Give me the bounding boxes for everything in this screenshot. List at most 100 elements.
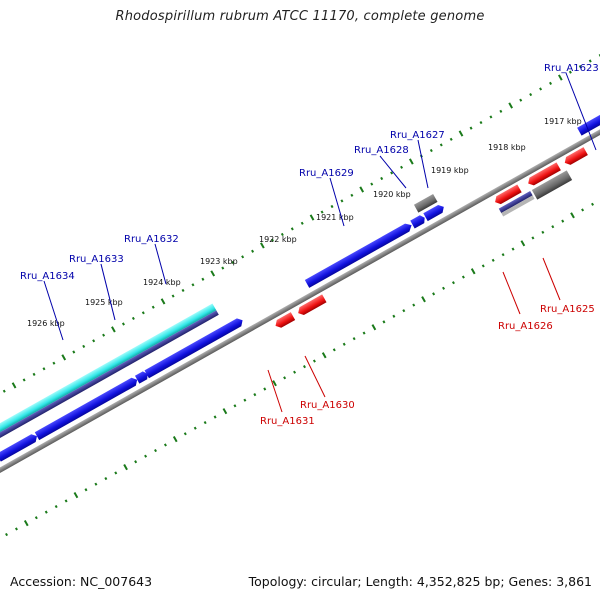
gene-arrow-rru-a1628[interactable]	[423, 203, 446, 222]
tick-mark	[557, 74, 563, 81]
tick-label-1926: 1926 kbp	[27, 319, 65, 328]
tick-mark	[23, 520, 29, 527]
tick-mark	[61, 354, 67, 361]
tick-mark	[163, 443, 167, 447]
tick-mark	[470, 268, 476, 275]
gene-feature-bar-gray[interactable]	[501, 195, 535, 217]
tick-mark	[321, 352, 327, 359]
tick-mark	[541, 230, 545, 234]
tick-label-1921: 1921 kbp	[316, 213, 354, 222]
tick-mark	[312, 359, 316, 363]
tick-mark	[160, 298, 166, 305]
tick-mark	[283, 376, 287, 380]
tick-mark	[193, 426, 197, 430]
tick-mark	[400, 165, 404, 169]
tick-mark	[94, 482, 98, 486]
gene-label-rru-a1630[interactable]: Rru_A1630	[300, 400, 355, 411]
gene-label-rru-a1625[interactable]: Rru_A1625	[540, 304, 595, 315]
gene-arrow-rru-a1625b[interactable]	[526, 162, 561, 187]
gene-label-rru-a1626[interactable]: Rru_A1626	[498, 321, 553, 332]
tick-mark	[2, 389, 6, 393]
rna-feature-subbar[interactable]	[0, 310, 219, 439]
tick-mark	[551, 225, 555, 229]
tick-mark	[52, 361, 56, 365]
tick-mark	[280, 232, 284, 237]
tick-mark	[432, 292, 436, 296]
gene-label-rru-a1634[interactable]: Rru_A1634	[20, 271, 75, 282]
kbp-tick-labels: 1917 kbp 1918 kbp 1919 kbp 1920 kbp 1921…	[27, 117, 582, 328]
tick-mark	[439, 143, 443, 147]
tick-mark	[380, 176, 384, 181]
tick-mark	[44, 510, 48, 514]
tick-mark	[222, 408, 228, 415]
tick-label-1917: 1917 kbp	[544, 117, 582, 126]
gene-label-rru-a1623[interactable]: Rru_A1623	[544, 63, 599, 74]
gene-label-rru-a1628[interactable]: Rru_A1628	[354, 145, 409, 156]
tick-mark	[54, 504, 58, 509]
gene-arrow-rru-a1626-other[interactable]	[531, 170, 573, 200]
gene-label-rru-a1631[interactable]: Rru_A1631	[260, 416, 315, 427]
gene-label-rru-a1629[interactable]: Rru_A1629	[299, 168, 354, 179]
gene-arrow-rru-a1630[interactable]	[296, 294, 327, 317]
gene-arrow-rru-a1634[interactable]	[34, 376, 140, 441]
tick-mark	[539, 87, 543, 91]
tick-mark	[84, 488, 88, 492]
gene-arrow-rru-a1625[interactable]	[563, 147, 588, 167]
tick-mark	[172, 436, 178, 443]
rna-feature-bar[interactable]	[0, 303, 217, 435]
tick-mark	[570, 212, 575, 219]
tick-mark	[82, 344, 86, 348]
tick-mark	[32, 372, 36, 376]
gene-arrow-rru-a1630-region[interactable]	[304, 221, 414, 288]
gene-arrow-upstream[interactable]	[0, 432, 39, 462]
tick-mark	[481, 264, 485, 268]
tick-mark	[92, 339, 96, 343]
tick-mark	[588, 59, 592, 63]
tick-mark	[183, 432, 187, 436]
tick-mark	[270, 238, 274, 242]
gene-label-rru-a1632[interactable]: Rru_A1632	[124, 234, 179, 245]
tick-mark	[469, 126, 473, 130]
tick-mark	[5, 532, 9, 537]
tick-mark	[171, 294, 175, 298]
tick-mark	[272, 380, 277, 387]
gene-label-rru-a1627[interactable]: Rru_A1627	[390, 130, 445, 141]
gene-leader-lines	[43, 72, 597, 413]
tick-label-1918: 1918 kbp	[488, 143, 526, 152]
tick-mark	[508, 102, 514, 109]
forward-strand-genes	[0, 109, 600, 462]
tick-mark	[151, 305, 155, 309]
tick-mark	[519, 98, 523, 102]
tick-mark	[11, 382, 17, 389]
gene-arrow-rru-a1631[interactable]	[273, 312, 296, 330]
tick-mark	[501, 253, 505, 257]
gene-arrow-rru-a1626[interactable]	[493, 184, 522, 206]
tick-mark	[72, 350, 76, 354]
tick-mark	[332, 348, 336, 352]
tick-mark	[371, 324, 377, 331]
tick-label-1920: 1920 kbp	[373, 190, 411, 199]
gene-label-rru-a1633[interactable]: Rru_A1633	[69, 254, 124, 265]
tick-mark	[309, 214, 315, 221]
genome-backbone	[0, 43, 600, 559]
gene-arrow-rru-a1623[interactable]	[577, 109, 600, 136]
tick-mark	[479, 120, 483, 125]
tick-mark	[362, 331, 366, 335]
gene-labels: Rru_A1623 Rru_A1627 Rru_A1628 Rru_A1629 …	[20, 63, 599, 427]
gene-arrow-rru-a1629[interactable]	[410, 214, 427, 229]
tick-mark	[134, 460, 138, 464]
tick-mark	[511, 247, 515, 251]
tick-mark	[421, 296, 426, 303]
gene-arrow-rru-a1627[interactable]	[413, 194, 438, 213]
gene-arrow-rru-a1633[interactable]	[134, 370, 150, 384]
reverse-strand-genes	[273, 147, 588, 330]
gene-arrow-rru-a1632[interactable]	[144, 316, 245, 379]
gene-feature-bar-navy[interactable]	[498, 190, 533, 214]
tick-mark	[352, 337, 356, 341]
tick-mark	[382, 320, 386, 324]
tick-mark	[330, 204, 334, 209]
tick-mark	[210, 270, 216, 277]
tick-mark	[489, 115, 493, 119]
tick-mark	[451, 281, 455, 285]
